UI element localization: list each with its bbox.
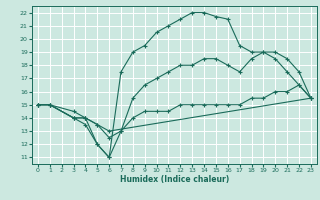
X-axis label: Humidex (Indice chaleur): Humidex (Indice chaleur) — [120, 175, 229, 184]
